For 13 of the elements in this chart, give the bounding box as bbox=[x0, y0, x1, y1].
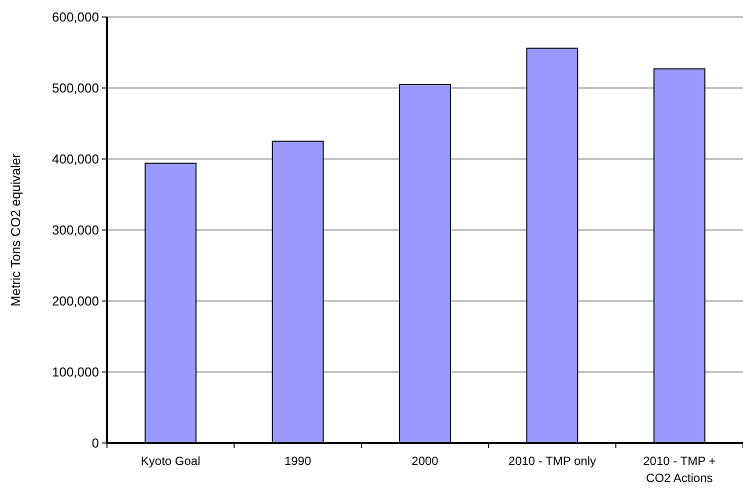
x-tick-label: 2000 bbox=[412, 454, 439, 468]
x-tick-label: 2010 - TMP + CO2 Actions bbox=[643, 454, 716, 485]
y-axis-title: Metric Tons CO2 equivaler bbox=[8, 152, 23, 306]
x-tick-label: 2010 - TMP only bbox=[508, 454, 596, 468]
y-tick-label: 300,000 bbox=[52, 222, 99, 238]
y-tick-label: 200,000 bbox=[52, 294, 99, 309]
x-tick-label: 1990 bbox=[284, 454, 312, 468]
y-tick-label: 600,000 bbox=[52, 10, 99, 25]
y-tick-label: 0 bbox=[92, 436, 99, 451]
x-tick-label: Kyoto Goal bbox=[140, 454, 200, 468]
y-tick-label: 500,000 bbox=[52, 80, 99, 96]
y-tick-label: 100,000 bbox=[52, 364, 99, 380]
y-tick-label: 400,000 bbox=[52, 152, 99, 167]
